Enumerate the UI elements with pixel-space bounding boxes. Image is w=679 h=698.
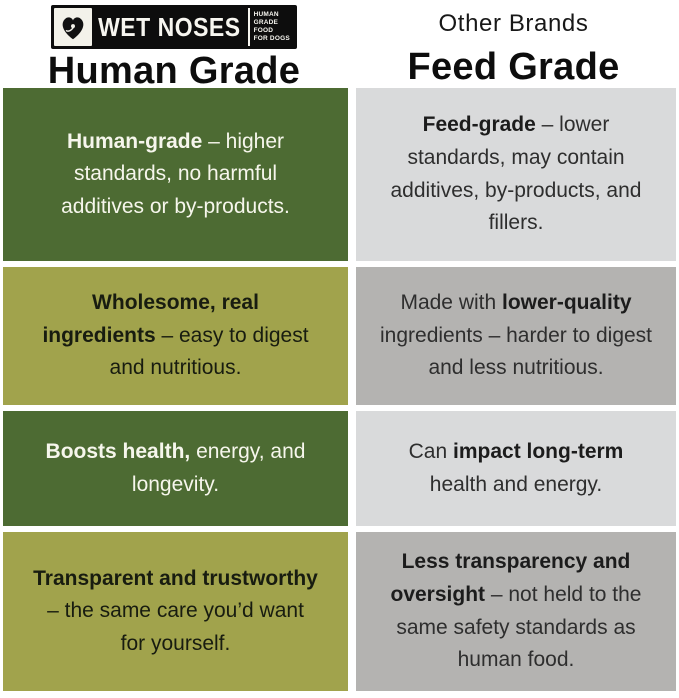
cell-text: Can impact long-term health and energy. xyxy=(408,439,624,496)
cell-feed-grade-standards: Feed-grade – lower standards, may contai… xyxy=(356,88,676,261)
cell-human-ingredients: Wholesome, real ingredients – easy to di… xyxy=(3,267,348,405)
logo-tagline-line: FOOD xyxy=(253,27,274,34)
cell-feed-health: Can impact long-term health and energy. xyxy=(356,411,676,526)
wet-noses-logo: WET NOSES HUMAN GRADE FOOD FOR DOGS xyxy=(51,5,297,49)
cell-human-transparency: Transparent and trustworthy – the same c… xyxy=(3,532,348,691)
cell-text: Feed-grade – lower standards, may contai… xyxy=(390,113,642,235)
cell-text: Wholesome, real ingredients – easy to di… xyxy=(42,291,309,380)
dog-face-icon xyxy=(54,8,93,46)
column-title-feed-grade: Feed Grade xyxy=(407,46,620,88)
cell-feed-ingredients: Made with lower-quality ingredients – ha… xyxy=(356,267,676,405)
header-feed-grade: Other Brands Feed Grade xyxy=(348,0,679,90)
logo-tagline-line: HUMAN xyxy=(253,10,279,18)
column-subtitle-other-brands: Other Brands xyxy=(438,10,589,37)
logo-tagline: HUMAN GRADE FOOD FOR DOGS xyxy=(247,8,294,46)
cell-text: Boosts health, energy, and longevity. xyxy=(45,439,306,496)
cell-feed-transparency: Less transparency and oversight – not he… xyxy=(356,532,676,691)
cell-human-health: Boosts health, energy, and longevity. xyxy=(3,411,348,526)
cell-text: Human-grade – higher standards, no harmf… xyxy=(61,129,290,218)
header-human-grade: WET NOSES HUMAN GRADE FOOD FOR DOGS Huma… xyxy=(0,0,348,90)
logo-tagline-line: FOR DOGS xyxy=(253,35,290,43)
cell-text: Made with lower-quality ingredients – ha… xyxy=(380,291,653,380)
cell-human-grade-standards: Human-grade – higher standards, no harmf… xyxy=(3,88,348,261)
header: WET NOSES HUMAN GRADE FOOD FOR DOGS Huma… xyxy=(0,0,679,90)
cell-text: Transparent and trustworthy – the same c… xyxy=(33,566,318,655)
comparison-grid: Human-grade – higher standards, no harmf… xyxy=(0,88,679,691)
logo-tagline-line: GRADE xyxy=(253,18,279,26)
cell-text: Less transparency and oversight – not he… xyxy=(390,550,642,672)
logo-brand-text: WET NOSES xyxy=(98,11,241,41)
column-title-human-grade: Human Grade xyxy=(47,50,301,92)
